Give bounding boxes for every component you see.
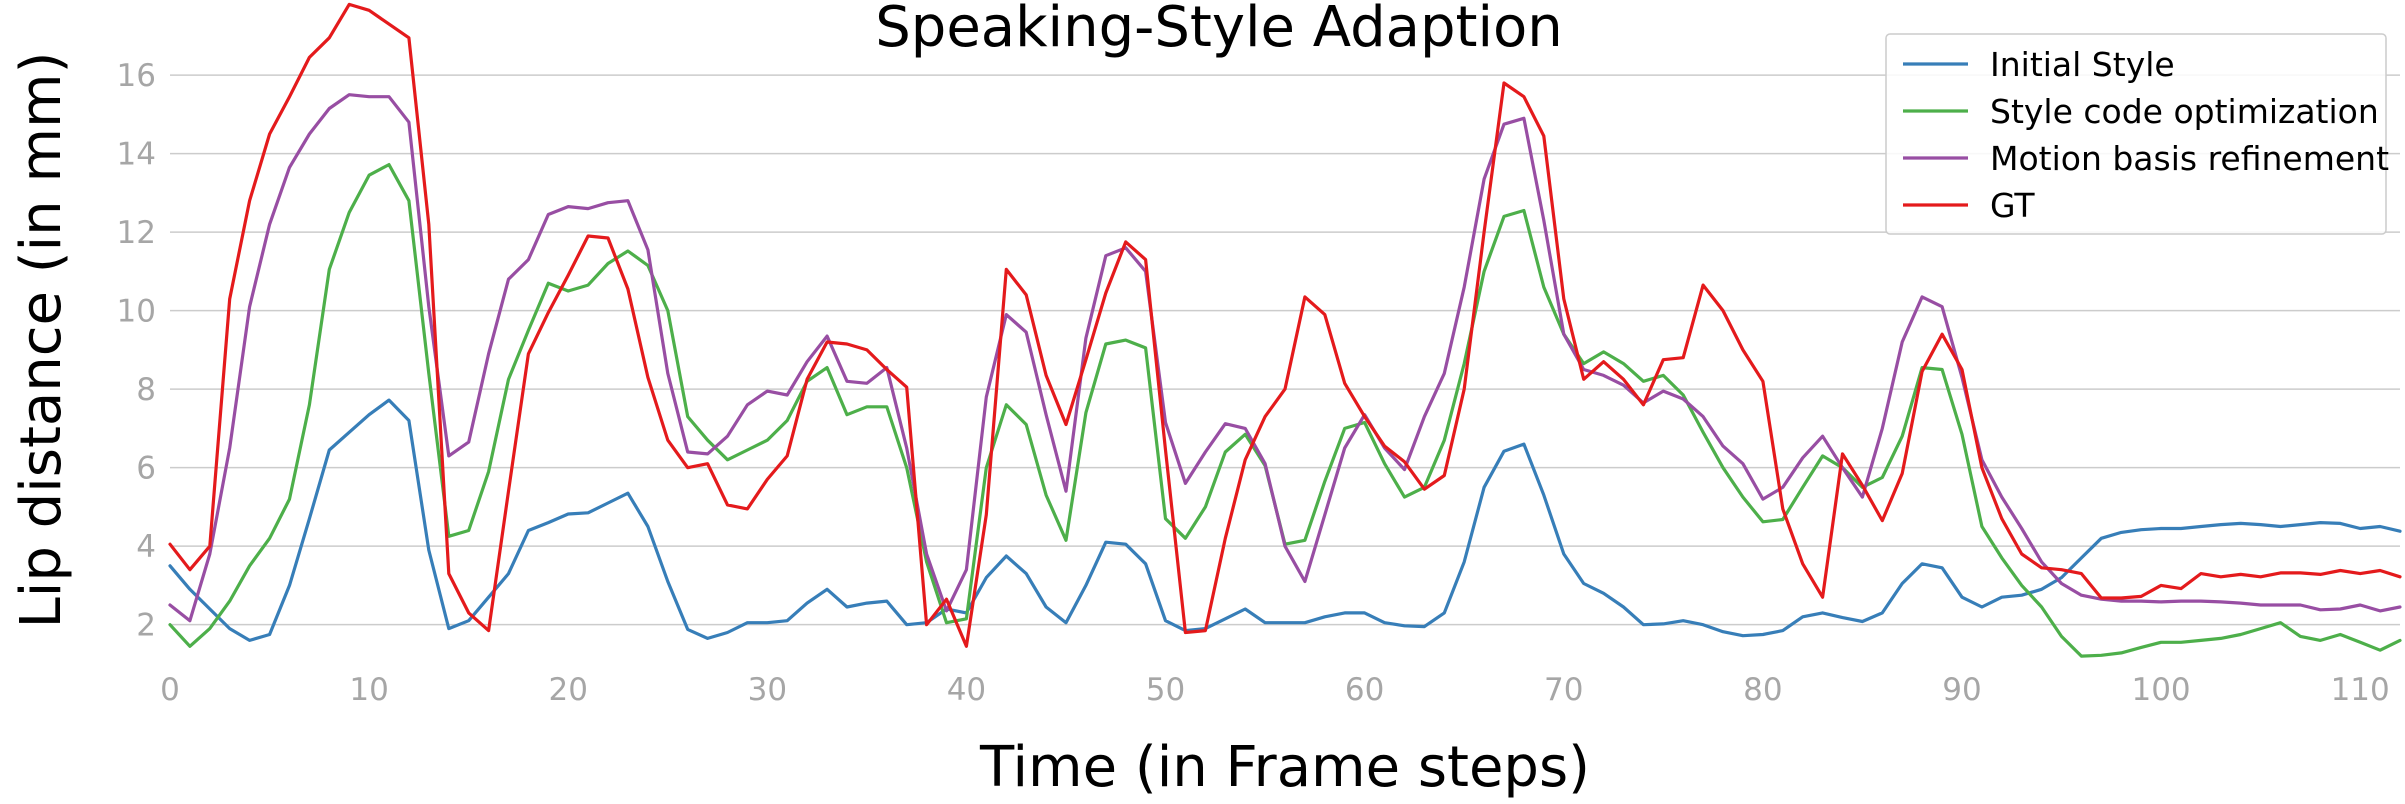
- x-tick-label: 0: [160, 672, 180, 708]
- y-tick-label: 4: [136, 529, 156, 565]
- x-tick-label: 10: [349, 672, 388, 708]
- chart-title: Speaking-Style Adaption: [875, 0, 1563, 60]
- y-tick-label: 6: [136, 451, 156, 487]
- x-tick-label: 30: [748, 672, 787, 708]
- legend-label: GT: [1990, 186, 2035, 225]
- y-tick-label: 8: [136, 372, 156, 408]
- legend-label: Style code optimization: [1990, 92, 2379, 131]
- x-tick-label: 70: [1544, 672, 1583, 708]
- y-tick-label: 14: [117, 137, 156, 173]
- y-tick-label: 10: [117, 294, 156, 330]
- legend-label: Initial Style: [1990, 45, 2175, 84]
- x-tick-label: 100: [2131, 672, 2190, 708]
- series-lines: [168, 2, 2402, 658]
- x-axis-label: Time (in Frame steps): [979, 735, 1590, 800]
- legend: Initial Style Style code optimization Moti…: [1885, 33, 2389, 235]
- x-tick-label: 20: [548, 672, 587, 708]
- y-tick-label: 2: [136, 608, 156, 644]
- tick-labels: 2 4 6 8 10 12 14 16 0 10 20 30 40 50 60 70 80 90 100 110: [117, 58, 2390, 708]
- y-axis-label: Lip distance (in mm): [9, 52, 74, 629]
- y-tick-label: 12: [117, 215, 156, 251]
- y-tick-label: 16: [117, 58, 156, 94]
- legend-label: Motion basis refinement: [1990, 139, 2389, 178]
- series-line-style-code-optimization: [168, 163, 2402, 658]
- x-tick-label: 40: [947, 672, 986, 708]
- series-line-motion-basis-refinement: [168, 93, 2402, 623]
- x-tick-label: 110: [2331, 672, 2390, 708]
- x-tick-label: 60: [1345, 672, 1384, 708]
- x-tick-label: 80: [1743, 672, 1782, 708]
- x-tick-label: 50: [1146, 672, 1185, 708]
- x-tick-label: 90: [1942, 672, 1981, 708]
- legend-frame: [1885, 33, 2387, 235]
- series-line-gt: [168, 2, 2402, 648]
